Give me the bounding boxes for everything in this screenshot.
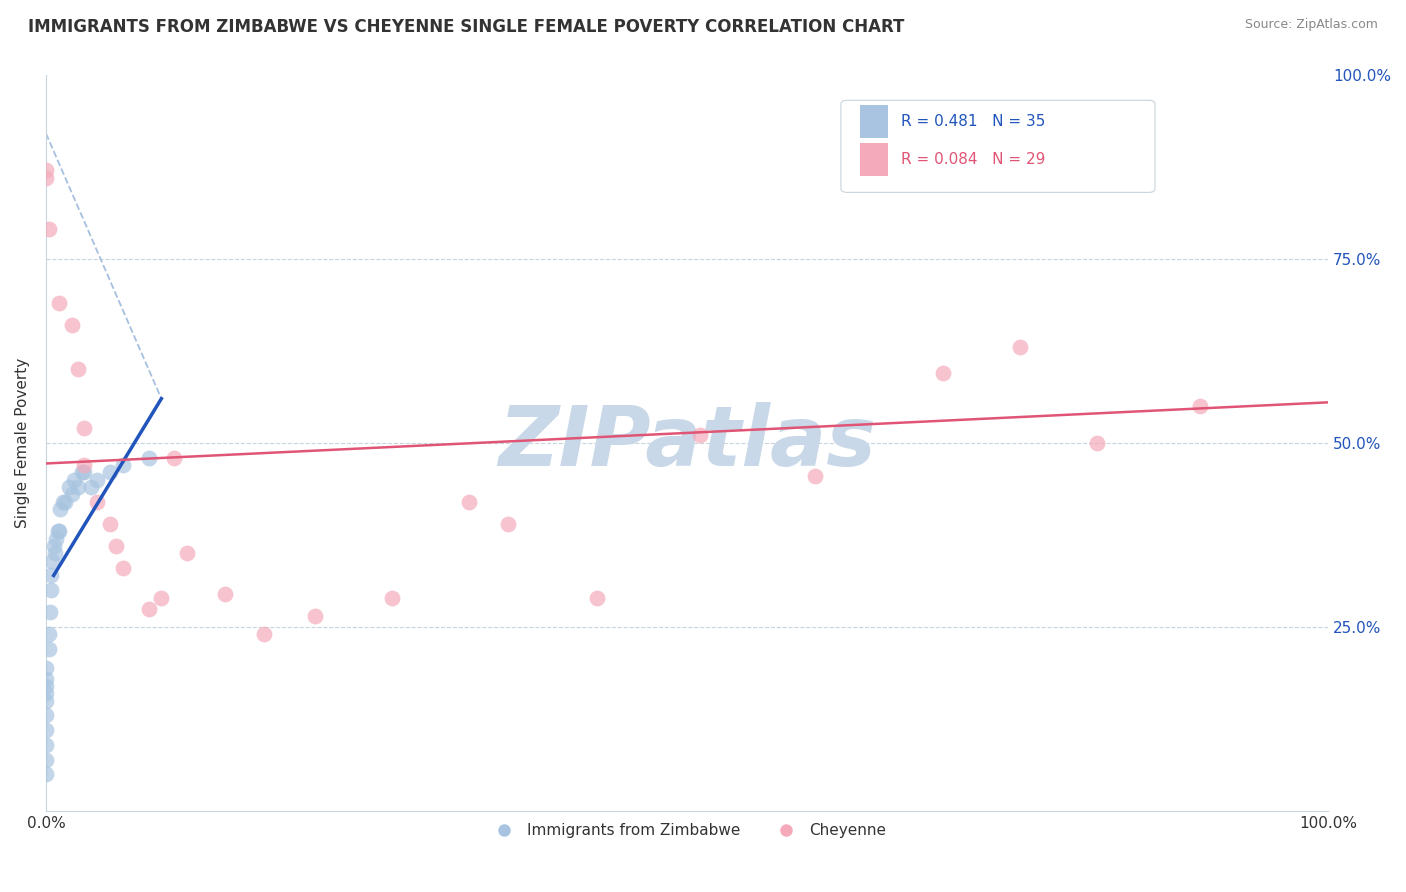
Point [35, 738, 58, 752]
Point [138, 450, 160, 465]
Point [381, 591, 404, 605]
Point [35, 753, 58, 767]
Point [176, 546, 198, 560]
Text: IMMIGRANTS FROM ZIMBABWE VS CHEYENNE SINGLE FEMALE POVERTY CORRELATION CHART: IMMIGRANTS FROM ZIMBABWE VS CHEYENNE SIN… [28, 18, 904, 36]
Bar [860, 143, 889, 176]
Point [111, 561, 134, 575]
Point [111, 458, 134, 472]
Point [63, 473, 86, 487]
Point [689, 428, 711, 442]
Point [73, 421, 96, 435]
Point [53, 495, 76, 509]
Point [586, 591, 609, 605]
Point [86, 473, 108, 487]
Point [73, 466, 96, 480]
Point [60, 318, 83, 332]
Point [48, 296, 70, 310]
Point [932, 366, 955, 380]
Point [38, 627, 60, 641]
Point [80, 480, 103, 494]
Point [35, 660, 58, 674]
Legend: Immigrants from Zimbabwe, Cheyenne: Immigrants from Zimbabwe, Cheyenne [482, 817, 891, 844]
Point [138, 601, 160, 615]
Point [98, 466, 121, 480]
Point [1010, 340, 1032, 354]
Point [1188, 399, 1211, 413]
Point [35, 767, 58, 781]
Point [38, 222, 60, 236]
Point [52, 495, 75, 509]
Point [41, 554, 63, 568]
Point [39, 583, 62, 598]
Point [70, 466, 93, 480]
Text: R = 0.084   N = 29: R = 0.084 N = 29 [901, 152, 1046, 167]
Point [35, 170, 58, 185]
Point [39, 568, 62, 582]
Point [98, 516, 121, 531]
Point [458, 495, 481, 509]
FancyBboxPatch shape [841, 100, 1156, 193]
Point [58, 480, 80, 494]
Point [35, 694, 58, 708]
Point [35, 708, 58, 723]
Point [253, 627, 276, 641]
Point [150, 591, 173, 605]
Text: ZIPatlas: ZIPatlas [498, 402, 876, 483]
Point [1085, 435, 1108, 450]
Text: Source: ZipAtlas.com: Source: ZipAtlas.com [1244, 18, 1378, 31]
Bar [860, 104, 889, 138]
Text: R = 0.481   N = 35: R = 0.481 N = 35 [901, 114, 1046, 128]
Point [105, 539, 128, 553]
Point [35, 672, 58, 686]
Point [35, 163, 58, 178]
Point [49, 502, 72, 516]
Point [66, 480, 89, 494]
Point [44, 546, 66, 560]
Point [66, 362, 89, 376]
Point [496, 516, 519, 531]
Point [38, 642, 60, 657]
Point [214, 587, 236, 601]
Point [73, 458, 96, 472]
Point [48, 524, 70, 539]
Point [60, 487, 83, 501]
Point [35, 723, 58, 738]
Point [35, 679, 58, 693]
Point [35, 686, 58, 700]
Y-axis label: Single Female Poverty: Single Female Poverty [15, 358, 30, 528]
Point [38, 605, 60, 619]
Point [42, 539, 65, 553]
Point [45, 532, 67, 546]
Point [304, 609, 326, 624]
Point [46, 524, 69, 539]
Point [86, 495, 108, 509]
Point [804, 469, 827, 483]
Point [163, 450, 186, 465]
